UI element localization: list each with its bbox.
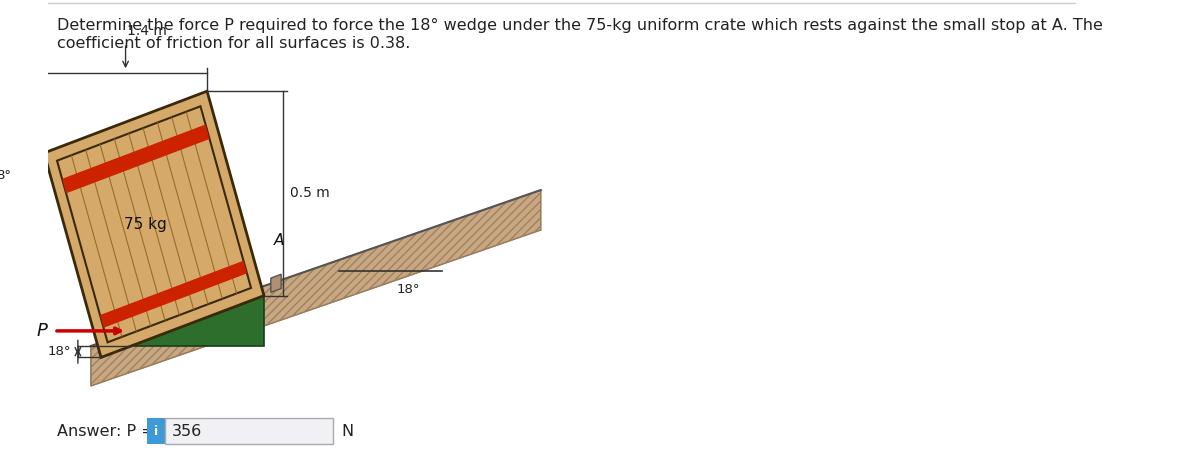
Polygon shape — [44, 91, 264, 357]
Polygon shape — [131, 296, 264, 346]
Polygon shape — [271, 274, 281, 292]
Text: 18°: 18° — [48, 345, 71, 358]
Polygon shape — [58, 106, 251, 343]
FancyBboxPatch shape — [146, 418, 166, 444]
Text: A: A — [275, 233, 284, 248]
Text: N: N — [341, 424, 353, 438]
Text: 1.4 m: 1.4 m — [127, 24, 167, 38]
Text: Answer: P =: Answer: P = — [56, 424, 155, 438]
Text: i: i — [154, 425, 158, 437]
Text: 75 kg: 75 kg — [124, 217, 167, 232]
Polygon shape — [100, 260, 247, 328]
Text: Determine the force P required to force the 18° wedge under the 75-kg uniform cr: Determine the force P required to force … — [56, 18, 1103, 33]
Text: 8°: 8° — [0, 169, 12, 182]
Text: 356: 356 — [173, 424, 203, 438]
Polygon shape — [91, 190, 541, 386]
Text: 0.5 m: 0.5 m — [289, 186, 330, 201]
Text: coefficient of friction for all surfaces is 0.38.: coefficient of friction for all surfaces… — [56, 36, 410, 51]
Text: P: P — [36, 322, 47, 340]
Polygon shape — [62, 124, 210, 193]
Text: 18°: 18° — [396, 284, 420, 296]
FancyBboxPatch shape — [166, 418, 332, 444]
